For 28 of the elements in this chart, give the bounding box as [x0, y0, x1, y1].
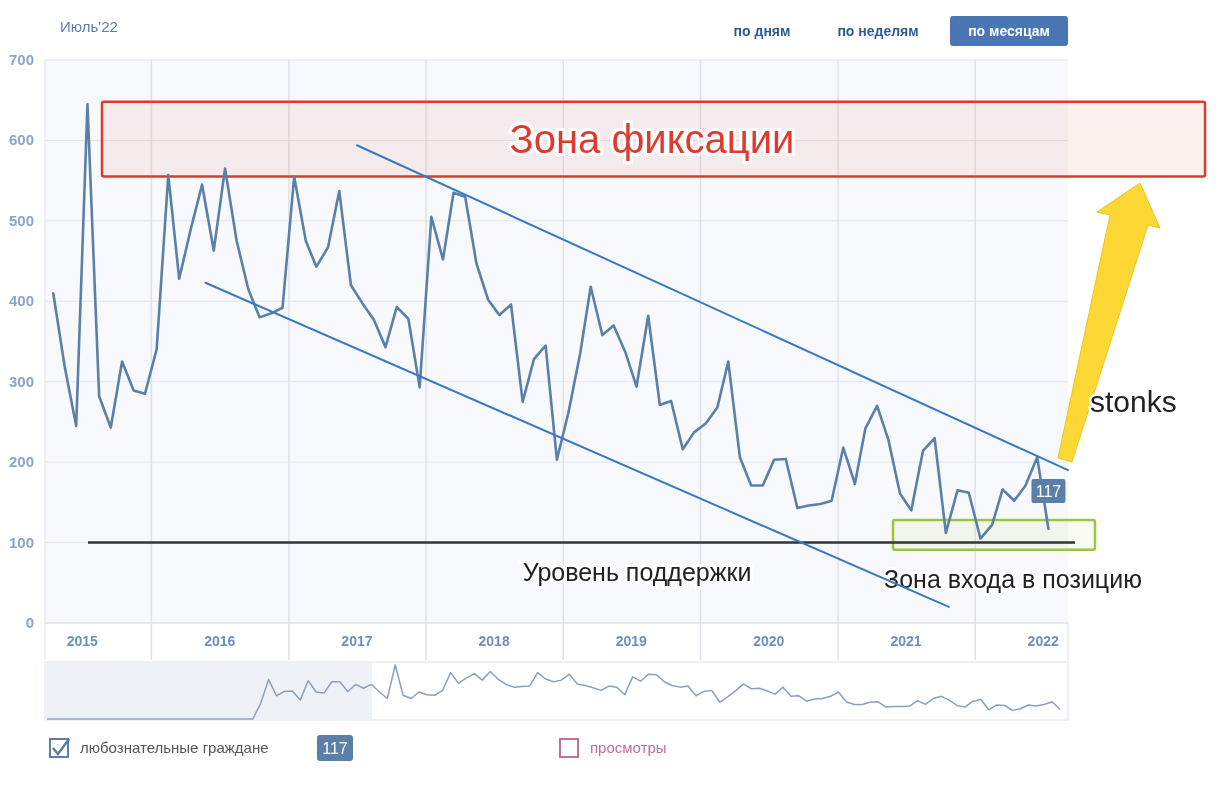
- text: по месяцам: [968, 23, 1050, 39]
- y-tick-label: 200: [8, 453, 34, 471]
- band-label: Зона фиксации: [509, 117, 795, 162]
- x-tick-label: 2017: [341, 633, 373, 649]
- y-tick-label: 500: [8, 211, 34, 229]
- data-label: 117: [1035, 482, 1062, 500]
- x-tick-label: 2022: [1027, 633, 1059, 649]
- y-tick-label: 700: [8, 51, 34, 68]
- legend-label: любознательные граждане: [80, 739, 269, 756]
- y-tick-label: 400: [8, 292, 34, 310]
- y-tick-label: 300: [8, 372, 34, 390]
- y-tick-label: 600: [8, 131, 34, 149]
- band-label: Зона входа в позицию: [884, 564, 1142, 593]
- text: по дням: [733, 23, 791, 39]
- x-tick-label: 2016: [204, 633, 236, 649]
- x-tick-label: 2019: [615, 633, 648, 649]
- y-tick-label: 0: [25, 614, 34, 631]
- x-tick-label: 2015: [66, 633, 98, 649]
- x-tick-label: 2021: [890, 633, 922, 649]
- x-tick-label: 2018: [478, 633, 510, 649]
- y-tick-label: 100: [8, 533, 34, 551]
- text: 117: [322, 740, 348, 757]
- text: stonks: [1090, 385, 1177, 418]
- legend-label: просмотры: [590, 739, 667, 756]
- chart-title: Июль'22: [60, 18, 118, 35]
- ref-line-label: Уровень поддержки: [522, 557, 752, 586]
- x-tick-label: 2020: [753, 633, 785, 649]
- text: по неделям: [837, 23, 919, 39]
